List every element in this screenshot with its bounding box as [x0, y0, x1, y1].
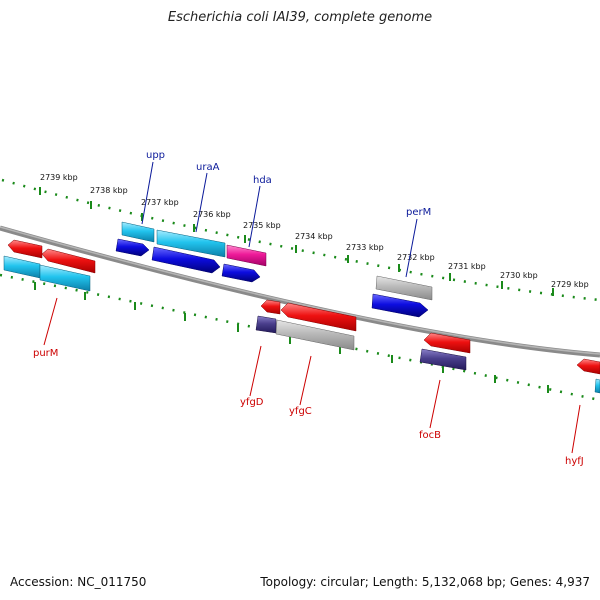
- kbp-label: 2734 kbp: [295, 232, 333, 241]
- gene-arrow[interactable]: [280, 302, 357, 332]
- gene-arrow[interactable]: [151, 246, 221, 274]
- gene-arrow[interactable]: [576, 358, 600, 375]
- kbp-label: 2729 kbp: [551, 280, 589, 289]
- gene-label-hda: hda: [253, 175, 272, 186]
- gene-arrow[interactable]: [41, 248, 96, 274]
- gene-label-focB: focB: [419, 430, 441, 441]
- gene-arrow-upp[interactable]: [121, 221, 155, 243]
- leader-line-hyfJ: [571, 404, 581, 454]
- leader-line-purM: [43, 297, 58, 346]
- gene-arrow[interactable]: [423, 332, 471, 354]
- genome-summary: Topology: circular; Length: 5,132,068 bp…: [260, 575, 590, 589]
- leader-line-uraA: [195, 172, 208, 233]
- kbp-label: 2738 kbp: [90, 186, 128, 195]
- gene-arrow[interactable]: [3, 255, 41, 279]
- gene-arrow-yfgD[interactable]: [255, 315, 277, 334]
- leader-line-perM: [405, 218, 418, 278]
- genome-backbone-highlight: [0, 226, 600, 355]
- gene-label-hyfJ: hyfJ: [565, 456, 584, 467]
- kbp-label: 2732 kbp: [397, 253, 435, 262]
- upper-major-ticks: [39, 187, 554, 296]
- gene-arrow[interactable]: [371, 293, 429, 318]
- gene-label-uraA: uraA: [196, 162, 220, 173]
- kbp-label: 2730 kbp: [500, 271, 538, 280]
- gene-arrow-perM[interactable]: [375, 275, 433, 301]
- gene-arrow-uraA[interactable]: [156, 229, 226, 258]
- gene-arrow-focB[interactable]: [419, 348, 467, 371]
- kbp-label: 2731 kbp: [448, 262, 486, 271]
- gene-arrow[interactable]: [7, 239, 43, 259]
- gene-label-purM: purM: [33, 348, 58, 359]
- gene-label-perM: perM: [406, 207, 431, 218]
- gene-label-upp: upp: [146, 150, 165, 161]
- gene-arrow-yfgC[interactable]: [275, 319, 355, 351]
- leader-line-yfgC: [299, 355, 312, 406]
- kbp-label: 2733 kbp: [346, 243, 384, 252]
- leader-line-hda: [248, 185, 261, 248]
- gene-features: [3, 221, 600, 394]
- lower-major-ticks: [34, 282, 549, 393]
- gene-arrow[interactable]: [115, 238, 150, 257]
- kbp-label: 2739 kbp: [40, 173, 78, 182]
- kbp-label: 2736 kbp: [193, 210, 231, 219]
- leader-line-upp: [141, 161, 154, 225]
- kbp-label: 2737 kbp: [141, 198, 179, 207]
- accession-label: Accession: NC_011750: [10, 575, 147, 589]
- map-title: Escherichia coli IAI39, complete genome: [167, 10, 433, 25]
- kbp-label: 2735 kbp: [243, 221, 281, 230]
- gene-arrow-hda[interactable]: [226, 244, 267, 267]
- gene-label-yfgC: yfgC: [289, 406, 312, 417]
- leader-line-yfgD: [249, 345, 262, 397]
- gene-label-yfgD: yfgD: [240, 397, 264, 408]
- gene-arrow[interactable]: [221, 263, 261, 283]
- leader-line-focB: [429, 379, 441, 429]
- gene-arrow[interactable]: [39, 264, 91, 292]
- gene-arrow[interactable]: [594, 378, 600, 394]
- gene-arrow[interactable]: [260, 299, 281, 315]
